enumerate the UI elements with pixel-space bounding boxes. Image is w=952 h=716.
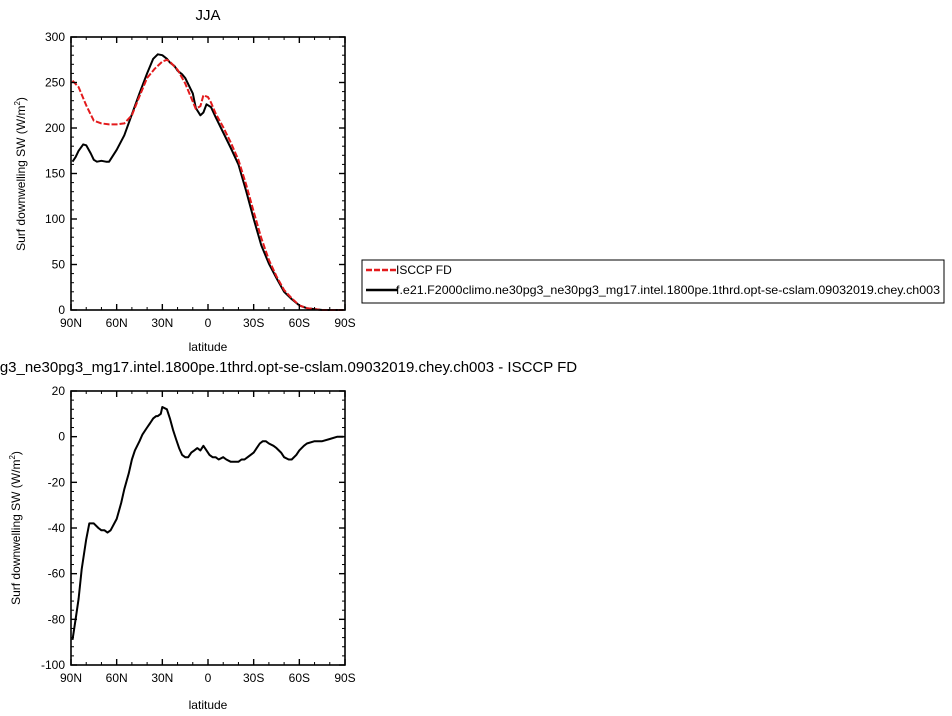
y-tick-label: -40 <box>48 521 66 535</box>
top-y-axis-label-main: Surf downwelling SW (W/m <box>14 106 28 251</box>
x-tick-label: 30S <box>243 671 264 685</box>
bottom-x-axis-label: latitude <box>189 698 228 712</box>
chart-title: JJA <box>195 7 220 24</box>
top-x-axis-label: latitude <box>189 340 228 354</box>
y-tick-label: -60 <box>48 567 66 581</box>
y-tick-label: 20 <box>52 384 66 398</box>
y-tick-label: 250 <box>45 76 65 90</box>
y-tick-label: -100 <box>41 658 65 672</box>
top-series-line-0 <box>71 58 344 311</box>
x-tick-label: 60N <box>106 316 128 330</box>
bottom-y-axis-label-main: Surf downwelling SW (W/m <box>9 460 23 605</box>
x-tick-label: 30S <box>243 316 264 330</box>
x-tick-label: 60S <box>289 316 310 330</box>
top-y-axis-label-superscript: 2 <box>13 101 22 106</box>
top-axis-ticks: 90N 60N 30N 0 30S 60S 90S 0 50 100 150 200 250 300 <box>45 30 356 330</box>
x-tick-label: 60S <box>289 671 310 685</box>
y-tick-label: 50 <box>52 258 66 272</box>
y-tick-label: 0 <box>58 303 65 317</box>
x-tick-label: 90N <box>60 316 82 330</box>
y-tick-label: -80 <box>48 612 66 626</box>
legend: ISCCP FD f.e21.F2000climo.ne30pg3_ne30pg… <box>361 259 945 304</box>
difference-chart-title: f.e21.F2000climo.ne30pg3_ne30pg3_mg17.in… <box>0 359 577 376</box>
y-tick-label: 300 <box>45 30 65 44</box>
x-tick-label: 0 <box>205 671 212 685</box>
y-tick-label: 200 <box>45 121 65 135</box>
top-plot-frame <box>70 36 346 311</box>
top-series-lines <box>71 53 344 311</box>
bottom-axis-ticks: 90N 60N 30N 0 30S 60S 90S -100 -80 -60 -40 -20 0 20 <box>41 384 356 685</box>
top-y-axis-label: Surf downwelling SW (W/m2) <box>13 97 28 251</box>
legend-label-model: f.e21.F2000climo.ne30pg3_ne30pg3_mg17.in… <box>396 283 940 297</box>
y-tick-label: 100 <box>45 212 65 226</box>
bottom-y-axis-label-superscript: 2 <box>8 455 17 460</box>
bottom-panel: f.e21.F2000climo.ne30pg3_ne30pg3_mg17.in… <box>0 359 577 712</box>
legend-box <box>361 259 945 304</box>
x-tick-label: 30N <box>151 316 173 330</box>
y-tick-label: -20 <box>48 475 66 489</box>
bottom-series-line-0 <box>71 406 344 641</box>
x-tick-label: 60N <box>106 671 128 685</box>
top-series-line-1 <box>71 53 344 311</box>
bottom-y-axis-label: Surf downwelling SW (W/m2) <box>8 451 23 605</box>
x-tick-label: 90S <box>334 316 355 330</box>
bottom-y-axis-label-close: ) <box>9 451 23 455</box>
x-tick-label: 90N <box>60 671 82 685</box>
bottom-series-lines <box>71 406 344 641</box>
x-tick-label: 90S <box>334 671 355 685</box>
top-y-axis-label-close: ) <box>14 97 28 101</box>
x-tick-label: 30N <box>151 671 173 685</box>
y-tick-label: 0 <box>58 430 65 444</box>
x-tick-label: 0 <box>205 316 212 330</box>
legend-label-isccp-fd: ISCCP FD <box>396 263 452 277</box>
top-panel: JJA 90N 60N 30N 0 30S 60S 90S 0 50 100 150 200 250 30… <box>13 7 356 354</box>
y-tick-label: 150 <box>45 167 65 181</box>
